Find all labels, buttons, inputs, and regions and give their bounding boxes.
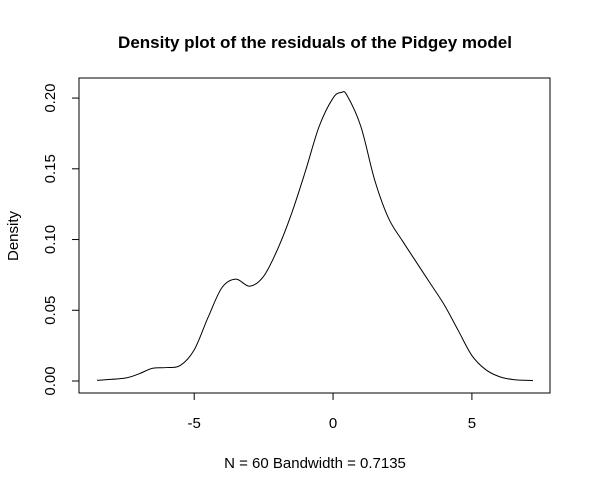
chart-title: Density plot of the residuals of the Pid… (118, 33, 512, 52)
x-axis: -5 0 5 (188, 392, 476, 432)
x-tick-label: 0 (329, 415, 337, 432)
y-axis: 0.00 0.05 0.10 0.15 0.20 (42, 83, 80, 396)
density-curve (96, 91, 534, 382)
x-tick-label: 5 (468, 415, 476, 432)
y-tick-label: 0.05 (42, 296, 59, 325)
y-tick-label: 0.15 (42, 154, 59, 183)
y-tick-label: 0.00 (42, 366, 59, 395)
plot-frame (78, 77, 551, 394)
y-tick-label: 0.10 (42, 225, 59, 254)
x-axis-label: N = 60 Bandwidth = 0.7135 (224, 455, 406, 472)
y-tick-label: 0.20 (42, 83, 59, 112)
x-tick-label: -5 (188, 415, 201, 432)
y-axis-label: Density (5, 210, 22, 261)
